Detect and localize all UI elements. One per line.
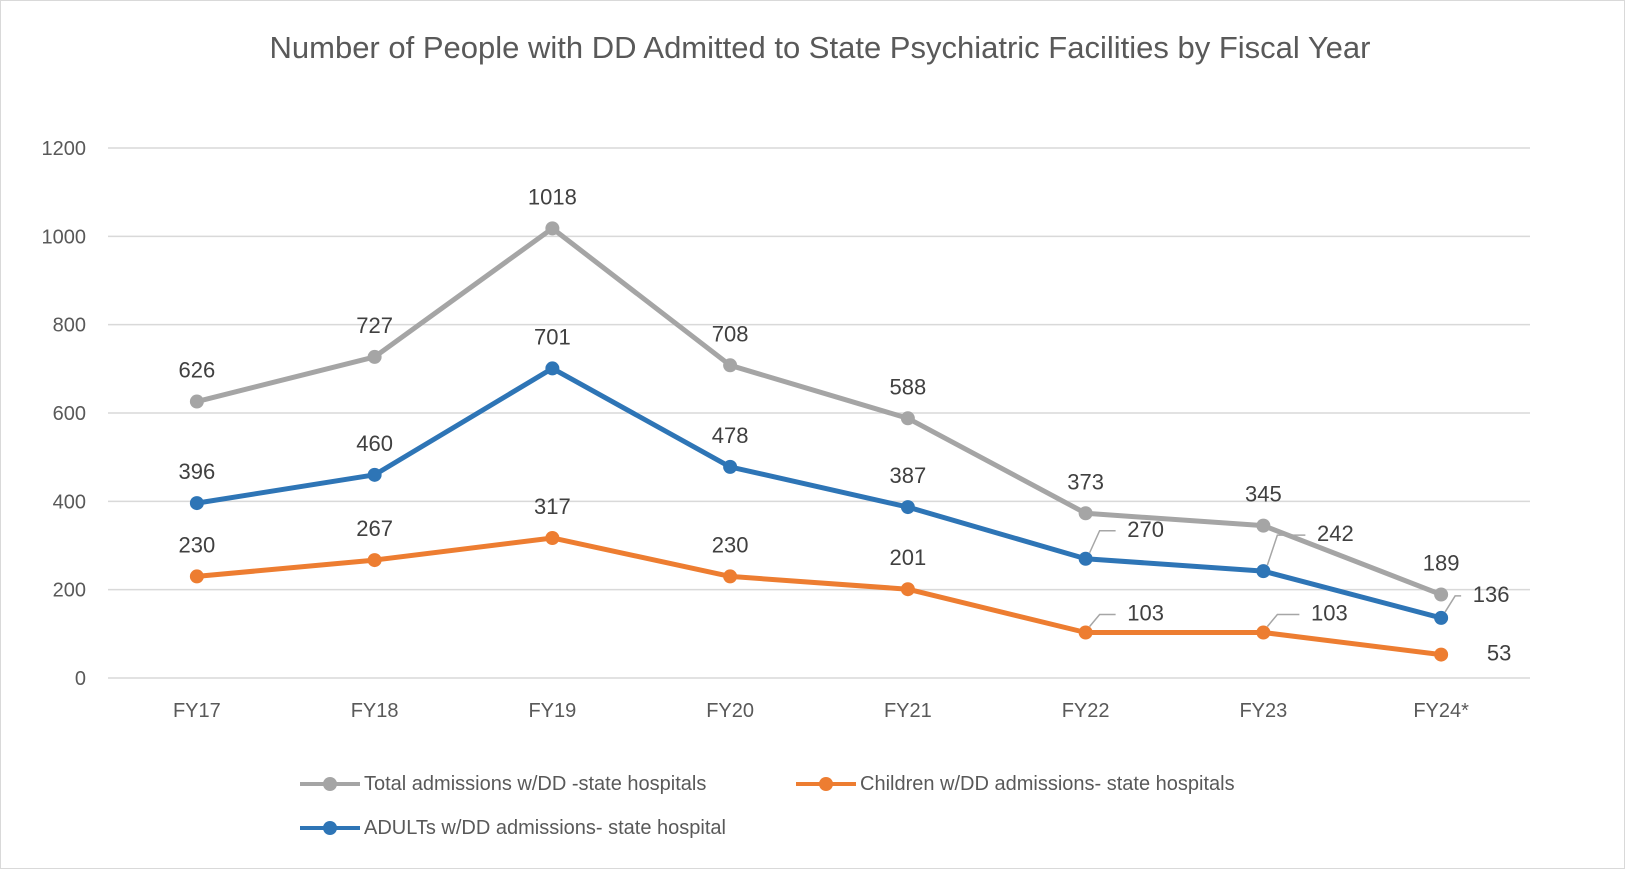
series-line: [196, 225, 1443, 597]
chart-title: Number of People with DD Admitted to Sta…: [269, 30, 1371, 65]
legend-label-total: Total admissions w/DD -state hospitals: [364, 772, 707, 795]
data-point: [1256, 564, 1271, 579]
data-label: 588: [890, 374, 927, 399]
data-label: 267: [356, 516, 393, 541]
label-leader: [1089, 613, 1116, 627]
data-label: 103: [1311, 601, 1348, 626]
legend-swatch-adults: [300, 814, 360, 842]
data-label: 701: [534, 324, 571, 349]
y-tick-label: 1200: [42, 138, 87, 160]
x-axis-ticks: FY17 FY18 FY19 FY20 FY21 FY22 FY23 FY24*: [173, 700, 1469, 722]
data-label: 396: [179, 459, 216, 484]
label-leader-lines: [1088, 530, 1462, 627]
y-tick-label: 400: [53, 491, 86, 513]
y-tick-label: 200: [53, 580, 86, 602]
data-point: [723, 569, 738, 584]
y-tick-label: 800: [53, 315, 86, 337]
data-point: [367, 553, 382, 568]
data-point: [1078, 625, 1093, 640]
y-tick-label: 600: [53, 403, 86, 425]
label-leader: [1444, 595, 1462, 613]
data-point: [1256, 625, 1271, 640]
data-point: [1256, 518, 1271, 533]
label-leader: [1088, 530, 1116, 554]
y-tick-label: 0: [75, 668, 86, 690]
data-point: [367, 467, 382, 482]
x-tick-label: FY21: [884, 700, 932, 722]
legend-item-total: Total admissions w/DD -state hospitals: [300, 770, 706, 798]
legend-item-adults: ADULTs w/DD admissions- state hospital: [300, 814, 726, 842]
data-point: [1434, 587, 1449, 602]
data-label: 270: [1127, 517, 1164, 542]
data-point: [723, 459, 738, 474]
y-axis-ticks: 0 200 400 600 800 1000 1200: [42, 138, 87, 690]
series-line: [196, 365, 1442, 621]
data-point: [1078, 506, 1093, 521]
data-point: [1078, 551, 1093, 566]
data-point: [367, 349, 382, 364]
data-label: 626: [179, 358, 216, 383]
data-point: [1434, 610, 1449, 625]
data-label: 387: [890, 463, 927, 488]
data-point: [723, 358, 738, 373]
data-labels: 626 727 1018 708 588 373 345 189 230 267 317 230 201…: [179, 184, 1512, 665]
data-label: 478: [712, 423, 749, 448]
label-leader: [1266, 613, 1300, 627]
legend-item-children: Children w/DD admissions- state hospital…: [796, 770, 1235, 798]
data-label: 345: [1245, 482, 1282, 507]
data-point: [900, 411, 915, 426]
x-tick-label: FY22: [1062, 700, 1110, 722]
legend-label-adults: ADULTs w/DD admissions- state hospital: [364, 816, 726, 839]
x-tick-label: FY23: [1239, 700, 1287, 722]
data-label: 460: [356, 431, 393, 456]
data-point: [1434, 647, 1449, 662]
data-label: 317: [534, 494, 571, 519]
data-label: 727: [356, 313, 393, 338]
data-label: 136: [1473, 582, 1510, 607]
data-point: [189, 394, 204, 409]
data-point: [189, 496, 204, 511]
gridlines: [108, 147, 1530, 679]
data-point: [189, 569, 204, 584]
data-point: [545, 361, 560, 376]
data-label: 230: [712, 532, 749, 557]
x-tick-label: FY18: [351, 700, 399, 722]
data-point: [545, 530, 560, 545]
data-label: 242: [1317, 521, 1354, 546]
data-point: [545, 221, 560, 236]
x-tick-label: FY20: [706, 700, 754, 722]
x-tick-label: FY17: [173, 700, 221, 722]
data-label: 708: [712, 321, 749, 346]
data-label: 189: [1423, 551, 1460, 576]
data-label: 201: [890, 545, 927, 570]
data-label: 1018: [528, 184, 577, 209]
legend-swatch-total: [300, 770, 360, 798]
legend-label-children: Children w/DD admissions- state hospital…: [860, 772, 1235, 795]
series-line: [196, 535, 1442, 658]
data-label: 53: [1487, 641, 1511, 666]
legend-swatch-children: [796, 770, 856, 798]
series-lines: [189, 221, 1449, 662]
label-leader: [1266, 534, 1306, 566]
y-tick-label: 1000: [42, 226, 87, 248]
data-point: [900, 582, 915, 597]
data-label: 230: [179, 532, 216, 557]
data-label: 103: [1127, 601, 1164, 626]
data-label: 373: [1067, 469, 1104, 494]
x-tick-label: FY24*: [1413, 700, 1469, 722]
x-tick-label: FY19: [528, 700, 576, 722]
data-point: [900, 500, 915, 515]
